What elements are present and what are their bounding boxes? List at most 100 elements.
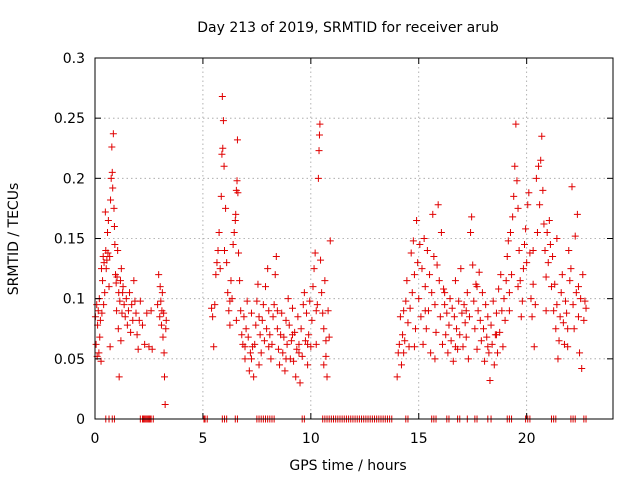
data-point <box>459 343 467 351</box>
data-point <box>505 307 513 315</box>
data-point <box>521 241 529 249</box>
data-point <box>297 325 305 333</box>
data-point <box>512 120 520 128</box>
data-point <box>259 301 267 309</box>
data-point <box>232 316 240 324</box>
data-point <box>434 201 442 209</box>
data-point <box>554 355 562 363</box>
data-point <box>532 174 540 182</box>
data-point <box>225 307 233 315</box>
data-point <box>506 228 514 236</box>
data-point <box>210 343 218 351</box>
data-point <box>437 228 445 236</box>
data-point <box>235 249 243 257</box>
data-point <box>157 321 165 329</box>
data-point <box>244 333 252 341</box>
data-point <box>100 301 108 309</box>
data-point <box>495 285 503 293</box>
data-point <box>542 273 550 281</box>
data-point <box>571 232 579 240</box>
data-point <box>509 213 517 221</box>
data-point <box>158 289 166 297</box>
data-point <box>508 271 516 279</box>
data-point <box>213 259 221 267</box>
data-point <box>409 237 417 245</box>
data-point <box>314 174 322 182</box>
data-point <box>544 259 552 267</box>
data-point <box>106 343 114 351</box>
data-point <box>320 361 328 369</box>
data-point <box>482 301 490 309</box>
data-point <box>106 253 114 261</box>
data-point <box>321 277 329 285</box>
data-point <box>546 241 554 249</box>
data-point <box>221 247 228 255</box>
data-point <box>467 228 475 236</box>
data-point <box>499 343 507 351</box>
data-point <box>267 355 275 363</box>
data-point <box>396 313 404 321</box>
data-point <box>430 253 438 261</box>
data-point <box>485 349 493 357</box>
data-point <box>325 333 333 341</box>
data-point <box>410 271 418 279</box>
data-point <box>310 265 318 273</box>
data-point <box>427 349 435 357</box>
data-point <box>403 277 411 285</box>
data-point <box>453 325 461 333</box>
data-point <box>254 280 262 288</box>
data-point <box>318 289 326 297</box>
data-point <box>515 247 523 255</box>
data-point <box>563 309 571 317</box>
chart-title: Day 213 of 2019, SRMTID for receiver aru… <box>197 20 499 36</box>
data-point <box>322 337 330 345</box>
data-point <box>490 361 498 369</box>
data-point <box>147 307 155 315</box>
data-point <box>293 345 301 353</box>
data-point <box>451 343 459 351</box>
y-tick-label: 0 <box>76 412 85 428</box>
data-point <box>226 297 234 305</box>
data-point <box>489 297 497 305</box>
data-point <box>112 279 120 287</box>
data-point <box>255 361 263 369</box>
data-point <box>484 313 492 321</box>
data-point <box>541 247 549 255</box>
data-point <box>107 196 115 204</box>
data-point <box>574 313 582 321</box>
data-point <box>255 313 263 321</box>
data-point <box>545 216 553 224</box>
x-axis-label: GPS time / hours <box>289 458 406 474</box>
data-point <box>505 289 513 297</box>
data-point <box>317 256 325 264</box>
data-point <box>511 162 519 170</box>
data-point <box>220 162 228 170</box>
data-point <box>480 325 487 333</box>
data-point <box>551 280 559 288</box>
data-point <box>518 297 526 305</box>
data-point <box>104 228 112 236</box>
data-point <box>160 349 168 357</box>
data-point <box>448 304 456 312</box>
data-point <box>304 361 312 369</box>
data-point <box>94 307 102 315</box>
data-point <box>420 235 428 242</box>
data-point <box>497 271 505 279</box>
data-point <box>121 313 129 321</box>
data-point <box>119 283 127 291</box>
data-point <box>135 316 143 324</box>
data-point <box>96 316 104 324</box>
data-point <box>408 289 416 297</box>
data-point <box>230 228 238 236</box>
data-point <box>123 321 131 329</box>
data-point <box>407 249 415 257</box>
data-point <box>447 337 455 345</box>
data-point <box>581 297 589 305</box>
data-point <box>229 241 237 249</box>
data-point <box>305 331 313 339</box>
data-point <box>429 210 437 218</box>
data-point <box>445 321 453 329</box>
data-point <box>304 340 312 348</box>
data-point <box>258 316 266 324</box>
data-point <box>416 241 424 249</box>
